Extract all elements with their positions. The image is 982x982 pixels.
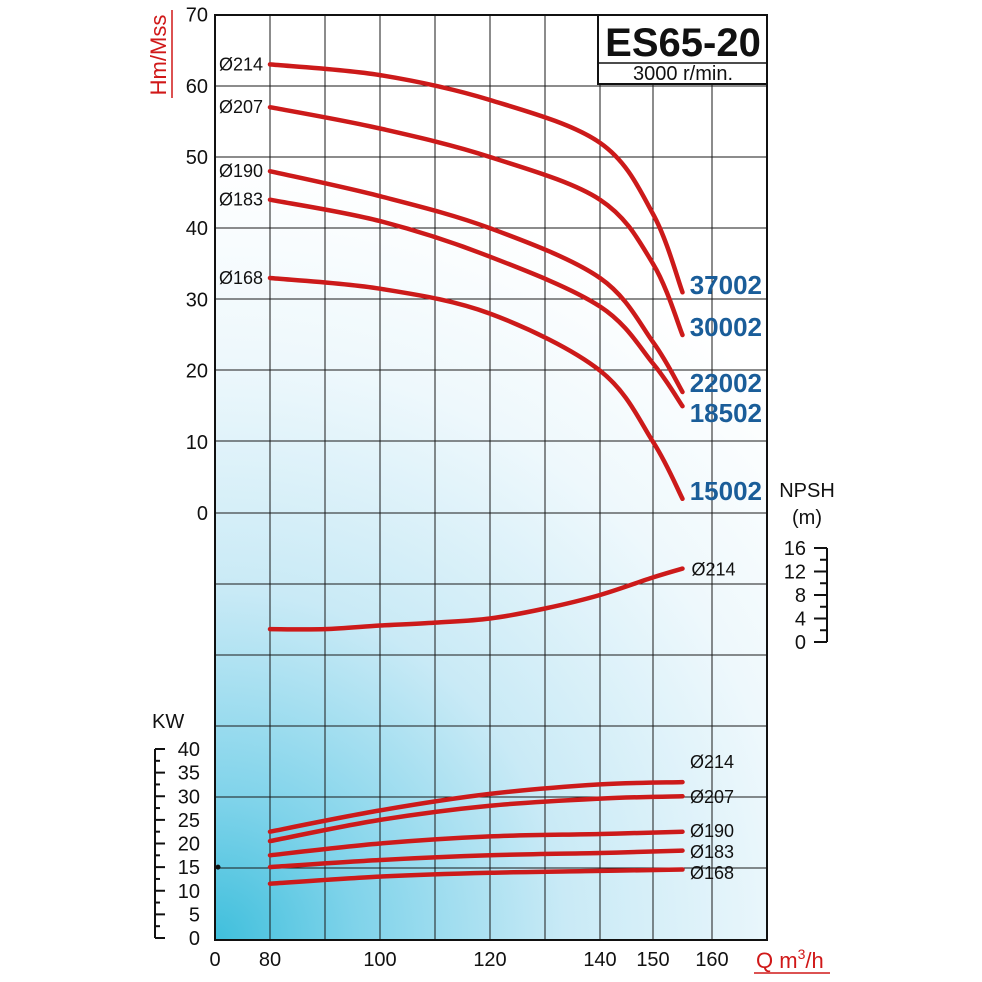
power-axis-title: KW [152, 711, 184, 733]
npsh-axis-unit: (m) [792, 507, 822, 529]
x-axis-title: Q m3/h [756, 946, 824, 973]
power-axis-marker-dot [215, 864, 221, 870]
chart-title: ES65-20 [605, 21, 761, 65]
npsh-tick-label: 0 [795, 632, 806, 654]
power-curve-diameter-label: Ø207 [690, 787, 734, 807]
npsh-tick-label: 8 [795, 585, 806, 607]
head-tick-label: 50 [186, 147, 208, 169]
grid [215, 15, 767, 940]
x-axis: 0 80 100 120 140 150 160 [209, 949, 728, 971]
head-tick-label: 60 [186, 76, 208, 98]
power-curve-line [267, 794, 685, 844]
head-tick-label: 70 [186, 5, 208, 27]
head-tick-label: 20 [186, 361, 208, 383]
npsh-tick-label: 4 [795, 609, 806, 631]
x-tick-label: 80 [259, 949, 281, 971]
head-axis: 0 10 20 30 40 50 60 70 [186, 5, 208, 525]
power-curve-line [267, 867, 685, 886]
power-tick-label: 35 [178, 763, 200, 785]
head-tick-label: 0 [197, 503, 208, 525]
head-curve-line [267, 168, 685, 395]
plot-background [215, 15, 767, 940]
x-tick-label: 140 [583, 949, 616, 971]
power-curve-line [267, 829, 685, 858]
power-curve-diameter-label: Ø168 [690, 863, 734, 883]
head-curve-diameter-label: Ø207 [219, 97, 263, 117]
power-tick-label: 0 [189, 928, 200, 950]
power-curve-line [267, 779, 685, 834]
head-tick-label: 10 [186, 432, 208, 454]
head-curve-diameter-label: Ø214 [219, 54, 263, 74]
npsh-tick-label: 12 [784, 562, 806, 584]
motor-power-label: 37002 [690, 270, 762, 300]
x-tick-label: 0 [209, 949, 220, 971]
head-axis-title: Hm/Mss [146, 15, 171, 96]
x-tick-label: 150 [636, 949, 669, 971]
head-curve-line [267, 104, 685, 338]
head-tick-label: 30 [186, 289, 208, 311]
npsh-tick-label: 16 [784, 538, 806, 560]
head-curves: Ø214 37002 Ø207 30002 Ø190 22002 Ø183 18502 Ø168… [219, 54, 762, 506]
head-curve-diameter-label: Ø168 [219, 268, 263, 288]
power-tick-label: 10 [178, 881, 200, 903]
power-curve-diameter-label: Ø183 [690, 842, 734, 862]
chart-subtitle: 3000 r/min. [633, 63, 733, 85]
motor-power-label: 30002 [690, 312, 762, 342]
power-tick-label: 40 [178, 739, 200, 761]
head-curve-diameter-label: Ø183 [219, 190, 263, 210]
head-curve-line [267, 197, 685, 409]
title-box: ES65-20 3000 r/min. [597, 14, 768, 85]
motor-power-label: 22002 [690, 368, 762, 398]
x-tick-label: 120 [473, 949, 506, 971]
power-tick-label: 15 [178, 857, 200, 879]
power-tick-label: 25 [178, 810, 200, 832]
power-tick-label: 5 [189, 904, 200, 926]
npsh-curve-diameter-label: Ø214 [692, 560, 736, 580]
x-tick-label: 160 [695, 949, 728, 971]
power-tick-label: 30 [178, 786, 200, 808]
motor-power-label: 18502 [690, 398, 762, 428]
head-tick-label: 40 [186, 218, 208, 240]
npsh-curves: Ø214 [267, 560, 736, 632]
npsh-axis-title: NPSH [779, 480, 835, 502]
x-tick-label: 100 [363, 949, 396, 971]
plot-frame [214, 14, 768, 941]
npsh-curve-line [267, 566, 685, 632]
head-curve-line [267, 62, 685, 295]
power-curve-diameter-label: Ø214 [690, 752, 734, 772]
motor-power-label: 15002 [690, 476, 762, 506]
power-curve-line [267, 848, 685, 870]
power-tick-label: 20 [178, 834, 200, 856]
head-curve-line [267, 275, 685, 502]
power-curve-diameter-label: Ø190 [690, 821, 734, 841]
head-curve-diameter-label: Ø190 [219, 161, 263, 181]
